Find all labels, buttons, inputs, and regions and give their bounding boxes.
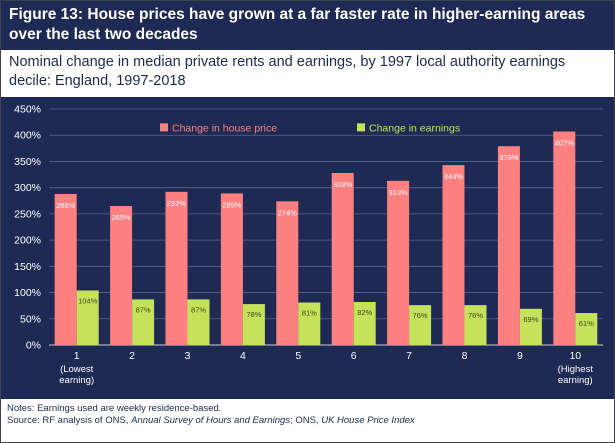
data-label-earnings: 61%: [579, 319, 594, 328]
x-tick-sublabel: earning): [59, 375, 94, 386]
legend-swatch: [160, 123, 168, 132]
source-text: Source: RF analysis of ONS, Annual Surve…: [7, 415, 607, 427]
y-tick-label: 200%: [14, 235, 41, 247]
bar-house-price: [442, 165, 465, 345]
x-tick-label: 1: [74, 350, 80, 362]
x-tick-label: 7: [406, 350, 412, 362]
x-tick-label: 6: [351, 350, 357, 362]
data-label-house-price: 379%: [499, 153, 519, 162]
y-tick-label: 300%: [14, 182, 41, 194]
data-label-house-price: 288%: [56, 201, 76, 210]
bar-earnings: [575, 313, 598, 345]
x-tick-sublabel: (Highest: [558, 364, 594, 375]
legend-label: Change in earnings: [369, 122, 460, 134]
x-tick-label: 10: [569, 350, 581, 362]
data-label-house-price: 407%: [555, 139, 575, 148]
bar-chart: 0%50%100%150%200%250%300%350%400%450%288…: [14, 104, 603, 386]
data-label-earnings: 78%: [246, 310, 261, 319]
data-label-house-price: 328%: [333, 180, 353, 189]
data-label-house-price: 343%: [444, 172, 464, 181]
source-prefix: Source: RF analysis of ONS,: [7, 415, 132, 426]
figure-title: Figure 13: House prices have grown at a …: [9, 6, 586, 43]
title-bar: Figure 13: House prices have grown at a …: [1, 1, 614, 50]
y-tick-label: 50%: [20, 313, 41, 325]
data-label-earnings: 81%: [302, 309, 317, 318]
bar-earnings: [298, 302, 321, 345]
data-label-earnings: 76%: [413, 311, 428, 320]
bar-house-price: [110, 206, 133, 345]
data-label-earnings: 69%: [523, 315, 538, 324]
bar-earnings: [519, 308, 542, 345]
y-tick-label: 450%: [14, 104, 41, 116]
notes-block: Notes: Earnings used are weekly residenc…: [7, 403, 607, 427]
bar-earnings: [409, 305, 432, 345]
x-tick-label: 3: [185, 350, 191, 362]
legend-label: Change in house price: [172, 122, 277, 134]
data-label-house-price: 313%: [389, 188, 409, 197]
data-label-house-price: 265%: [112, 213, 132, 222]
y-tick-label: 350%: [14, 156, 41, 168]
bar-house-price: [54, 193, 77, 345]
bar-house-price: [387, 180, 410, 345]
data-label-house-price: 289%: [222, 200, 242, 209]
source-middle: ; ONS,: [290, 415, 322, 426]
x-tick-label: 9: [517, 350, 523, 362]
data-label-house-price: 274%: [278, 208, 298, 217]
bar-house-price: [497, 146, 520, 345]
bar-house-price: [220, 193, 243, 345]
figure-subtitle: Nominal change in median private rents a…: [9, 54, 566, 89]
y-tick-label: 400%: [14, 130, 41, 142]
bar-house-price: [553, 131, 576, 345]
x-tick-label: 8: [462, 350, 468, 362]
legend-swatch: [357, 123, 365, 132]
bar-earnings: [187, 299, 210, 345]
data-label-earnings: 76%: [468, 311, 483, 320]
y-tick-label: 0%: [26, 340, 41, 352]
data-label-house-price: 292%: [167, 199, 187, 208]
data-label-earnings: 87%: [136, 305, 151, 314]
x-tick-label: 2: [129, 350, 135, 362]
bar-house-price: [165, 191, 188, 345]
bar-earnings: [76, 290, 99, 345]
x-tick-label: 4: [240, 350, 246, 362]
y-tick-label: 250%: [14, 208, 41, 220]
bar-earnings: [242, 304, 265, 345]
source-italic-1: Annual Survey of Hours and Earnings: [131, 415, 291, 426]
bar-earnings: [132, 299, 155, 345]
chart-area: 0% 50% 100% 150% 200% 250% 300% 350% 400% 450% 288…: [1, 97, 614, 399]
x-tick-sublabel: earning): [558, 375, 593, 386]
notes-text: Notes: Earnings used are weekly residenc…: [7, 403, 222, 414]
data-label-earnings: 104%: [78, 296, 98, 305]
source-italic-2: UK House Price Index: [321, 415, 415, 426]
y-tick-label: 150%: [14, 261, 41, 273]
data-label-earnings: 82%: [357, 308, 372, 317]
y-tick-label: 100%: [14, 287, 41, 299]
bar-earnings: [353, 301, 376, 345]
x-tick-sublabel: (Lowest: [60, 364, 94, 375]
bar-earnings: [464, 305, 487, 345]
data-label-earnings: 87%: [191, 305, 206, 314]
bar-house-price: [276, 201, 299, 345]
bar-house-price: [331, 172, 354, 345]
x-tick-label: 5: [295, 350, 301, 362]
